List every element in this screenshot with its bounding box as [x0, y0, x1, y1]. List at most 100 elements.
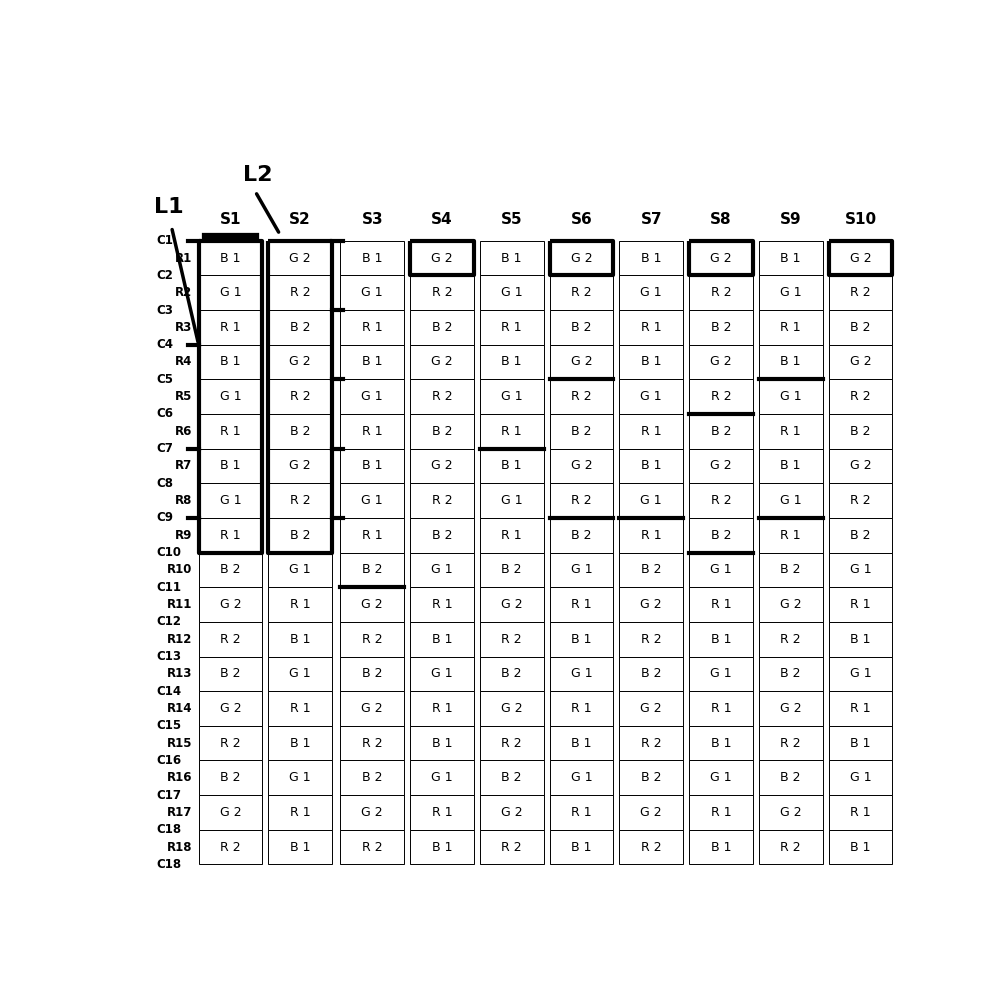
- Text: G 1: G 1: [710, 771, 732, 785]
- Bar: [619, 241, 683, 276]
- Text: G 2: G 2: [710, 355, 732, 368]
- Bar: [340, 726, 404, 761]
- Bar: [829, 448, 892, 483]
- Bar: [829, 241, 892, 276]
- Bar: [268, 622, 332, 657]
- Text: R 1: R 1: [220, 425, 241, 437]
- Text: G 2: G 2: [571, 459, 592, 472]
- Text: G 1: G 1: [431, 563, 453, 576]
- Text: R 1: R 1: [501, 529, 522, 542]
- Bar: [199, 276, 262, 310]
- Bar: [689, 553, 753, 587]
- Bar: [199, 448, 262, 483]
- Text: R 1: R 1: [432, 702, 452, 715]
- Bar: [619, 414, 683, 448]
- Bar: [689, 518, 753, 553]
- Text: B 1: B 1: [641, 459, 661, 472]
- Text: B 1: B 1: [432, 840, 452, 853]
- Text: R13: R13: [167, 668, 192, 681]
- Bar: [268, 379, 332, 414]
- Bar: [410, 448, 474, 483]
- Text: G 1: G 1: [289, 771, 311, 785]
- Text: G 1: G 1: [289, 563, 311, 576]
- Bar: [199, 414, 262, 448]
- Bar: [199, 726, 262, 761]
- Bar: [410, 379, 474, 414]
- Text: R 2: R 2: [220, 737, 241, 750]
- Bar: [410, 241, 474, 276]
- Bar: [829, 587, 892, 622]
- Bar: [268, 587, 332, 622]
- Text: G 1: G 1: [220, 390, 241, 403]
- Text: R 1: R 1: [780, 425, 801, 437]
- Text: R 1: R 1: [641, 320, 662, 334]
- Bar: [619, 483, 683, 518]
- Bar: [619, 622, 683, 657]
- Text: R15: R15: [167, 737, 192, 750]
- Bar: [340, 276, 404, 310]
- Bar: [550, 483, 613, 518]
- Bar: [410, 691, 474, 726]
- Bar: [759, 553, 822, 587]
- Text: G 2: G 2: [640, 702, 662, 715]
- Text: G 2: G 2: [431, 355, 453, 368]
- Text: B 1: B 1: [780, 459, 801, 472]
- Bar: [480, 829, 544, 864]
- Text: G 1: G 1: [431, 668, 453, 681]
- Text: G 1: G 1: [780, 390, 802, 403]
- Text: G 2: G 2: [501, 806, 523, 819]
- Text: G 2: G 2: [501, 702, 523, 715]
- Text: R 1: R 1: [290, 702, 310, 715]
- Bar: [619, 448, 683, 483]
- Text: G 1: G 1: [571, 563, 592, 576]
- Bar: [199, 241, 262, 276]
- Text: B 2: B 2: [501, 668, 522, 681]
- Text: B 1: B 1: [432, 633, 452, 646]
- Bar: [550, 241, 613, 276]
- Text: B 1: B 1: [220, 252, 241, 265]
- Bar: [759, 622, 822, 657]
- Text: C14: C14: [156, 684, 181, 697]
- Bar: [829, 761, 892, 796]
- Text: B 2: B 2: [711, 529, 731, 542]
- Bar: [340, 379, 404, 414]
- Bar: [689, 276, 753, 310]
- Text: R 1: R 1: [780, 320, 801, 334]
- Text: B 2: B 2: [641, 771, 661, 785]
- Bar: [759, 691, 822, 726]
- Text: B 2: B 2: [432, 320, 452, 334]
- Bar: [689, 796, 753, 829]
- Bar: [829, 483, 892, 518]
- Bar: [550, 518, 613, 553]
- Bar: [619, 587, 683, 622]
- Bar: [480, 518, 544, 553]
- Bar: [268, 553, 332, 587]
- Text: G 1: G 1: [220, 286, 241, 300]
- Bar: [199, 310, 262, 344]
- Bar: [550, 414, 613, 448]
- Bar: [268, 448, 332, 483]
- Text: R 2: R 2: [850, 390, 871, 403]
- Bar: [410, 761, 474, 796]
- Bar: [410, 726, 474, 761]
- Text: R 1: R 1: [711, 806, 731, 819]
- Bar: [480, 310, 544, 344]
- Text: B 2: B 2: [290, 529, 310, 542]
- Text: B 1: B 1: [290, 737, 310, 750]
- Text: G 2: G 2: [640, 598, 662, 611]
- Text: G 1: G 1: [501, 390, 523, 403]
- Bar: [199, 553, 262, 587]
- Bar: [268, 518, 332, 553]
- Text: B 1: B 1: [432, 737, 452, 750]
- Text: R 1: R 1: [220, 320, 241, 334]
- Text: B 2: B 2: [220, 563, 241, 576]
- Bar: [480, 587, 544, 622]
- Text: R1: R1: [175, 252, 192, 265]
- Bar: [619, 379, 683, 414]
- Bar: [410, 587, 474, 622]
- Bar: [829, 691, 892, 726]
- Text: C18: C18: [156, 858, 181, 871]
- Bar: [689, 587, 753, 622]
- Text: B 2: B 2: [711, 320, 731, 334]
- Bar: [268, 761, 332, 796]
